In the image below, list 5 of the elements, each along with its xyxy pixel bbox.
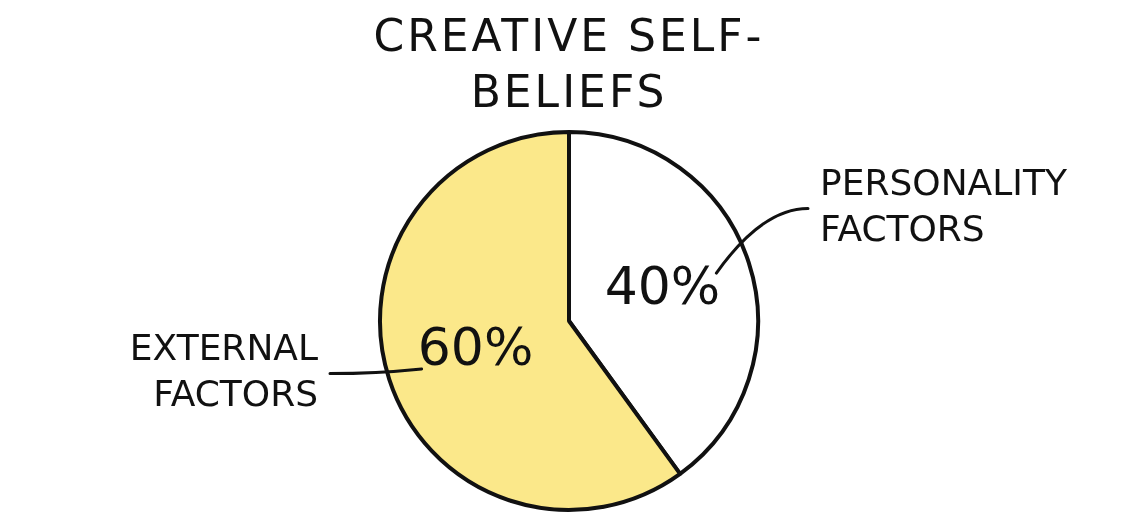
- data-label: 40%: [604, 256, 721, 317]
- slice-label: PERSONALITY FACTORS: [820, 161, 1068, 249]
- slice-label: EXTERNAL FACTORS: [129, 326, 318, 414]
- data-label: 60%: [417, 316, 534, 377]
- chart-title: CREATIVE SELF-BELIEFS: [372, 9, 766, 119]
